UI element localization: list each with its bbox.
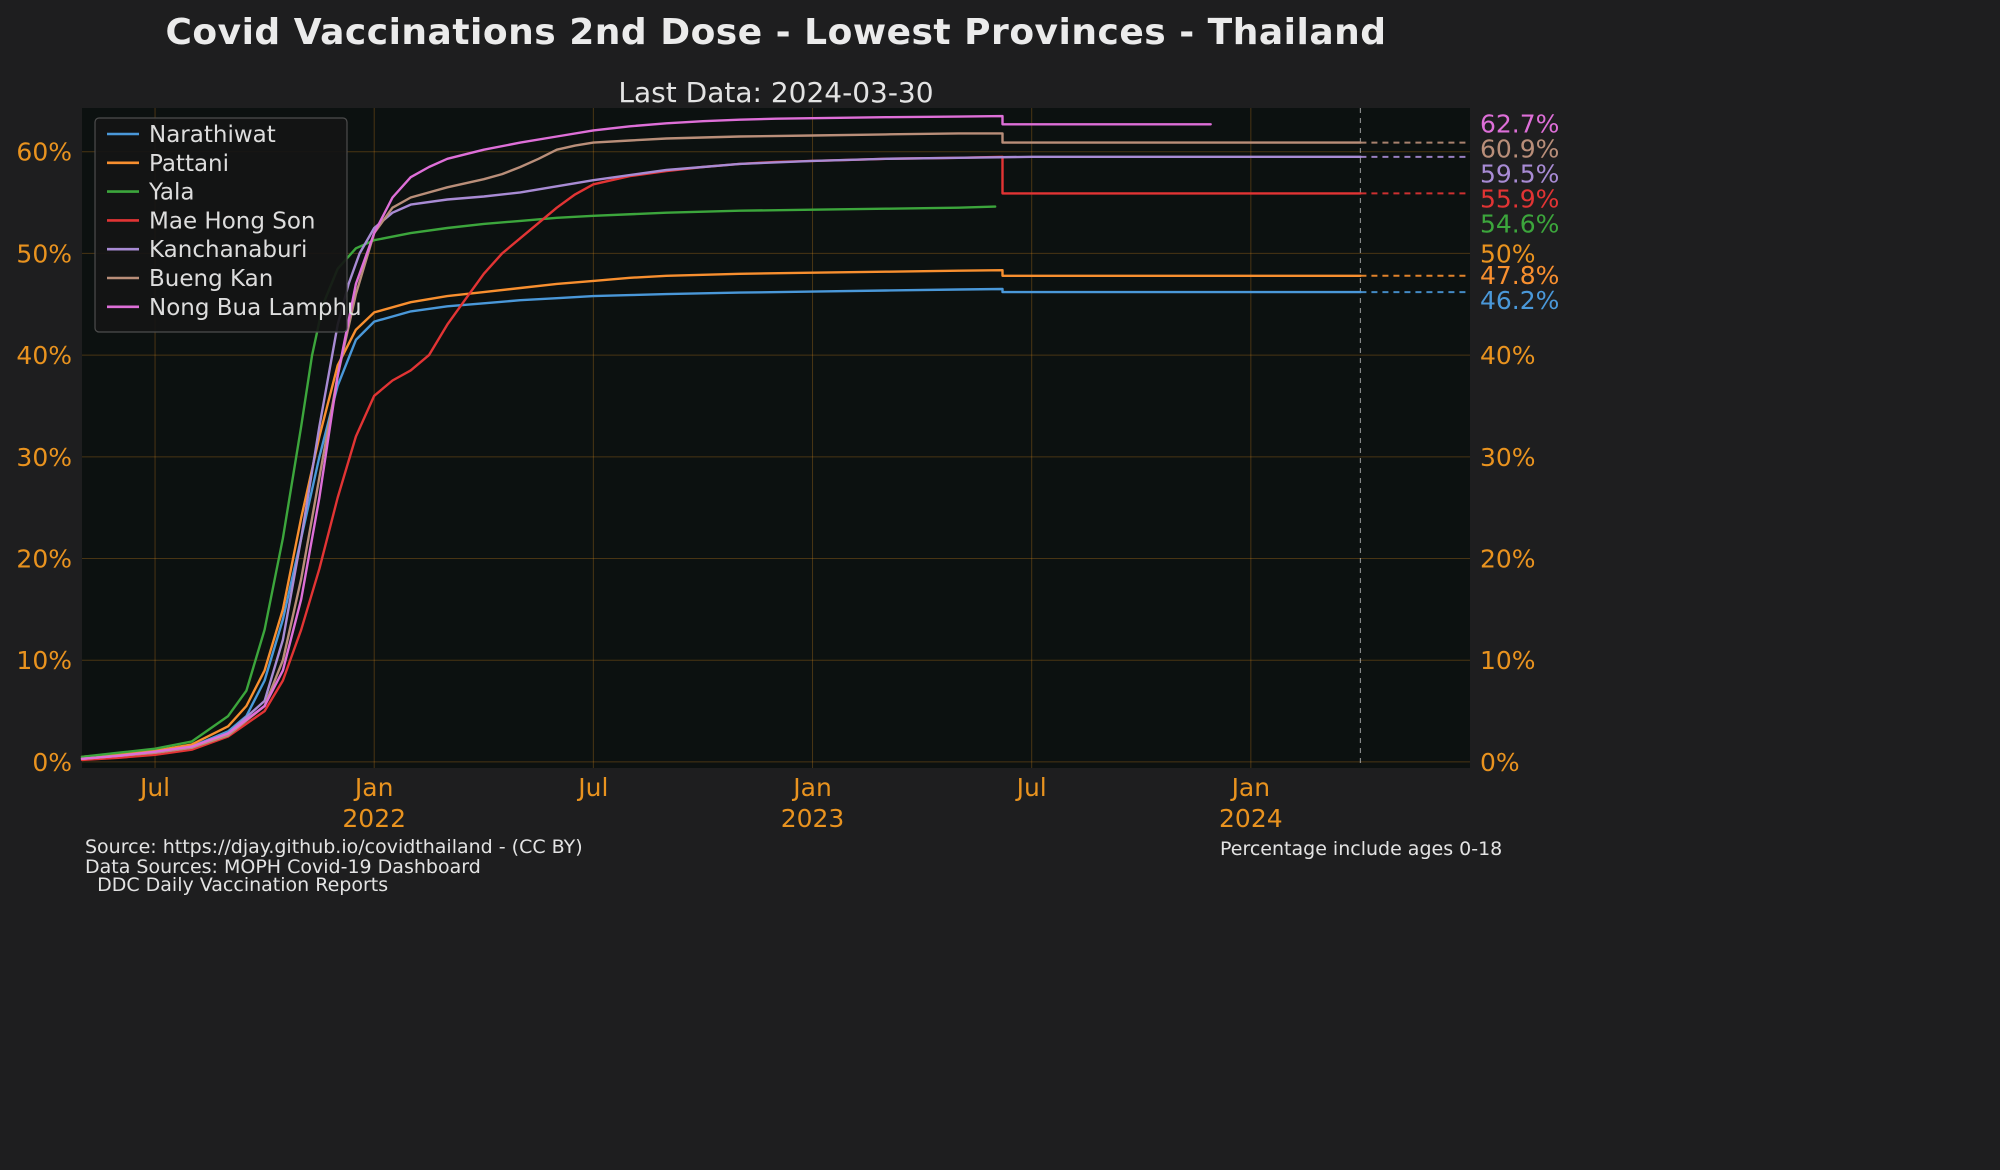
x-tick-label: Jul <box>1015 773 1047 802</box>
ages-note: Percentage include ages 0-18 <box>1220 838 1503 860</box>
series-line-nong-bua-lamphu <box>80 114 1212 760</box>
x-tick-year-label: 2024 <box>1219 804 1283 833</box>
chart-title: Covid Vaccinations 2nd Dose - Lowest Pro… <box>165 12 1387 53</box>
x-tick-year-label: 2022 <box>342 804 406 833</box>
y-tick-label-left: 0% <box>32 748 72 777</box>
y-tick-label-left: 10% <box>16 646 72 675</box>
y-tick-label-right: 20% <box>1480 545 1536 574</box>
legend-label-mae-hong-son: Mae Hong Son <box>149 208 316 234</box>
y-tick-label-right: 50% <box>1480 239 1536 268</box>
final-value-label-mae-hong-son: 55.9% <box>1480 184 1559 213</box>
series-line-kanchanaburi <box>80 155 1362 760</box>
final-value-label-nong-bua-lamphu: 62.7% <box>1480 109 1559 138</box>
final-value-label-kanchanaburi: 59.5% <box>1480 159 1559 188</box>
x-tick-label: Jan <box>791 773 832 802</box>
legend-label-yala: Yala <box>148 180 194 206</box>
y-tick-label-right: 10% <box>1480 646 1536 675</box>
x-tick-label: Jul <box>576 773 608 802</box>
x-tick-label: Jul <box>138 773 170 802</box>
x-tick-year-label: 2023 <box>781 804 845 833</box>
legend-label-nong-bua-lamphu: Nong Bua Lamphu <box>149 295 362 321</box>
y-tick-label-left: 60% <box>16 138 72 167</box>
y-tick-label-right: 40% <box>1480 341 1536 370</box>
y-tick-label-right: 0% <box>1480 748 1520 777</box>
final-value-label-yala: 54.6% <box>1480 209 1559 238</box>
y-tick-label-left: 40% <box>16 341 72 370</box>
chart-subtitle: Last Data: 2024-03-30 <box>618 76 934 109</box>
source-line-3: DDC Daily Vaccination Reports <box>85 874 389 896</box>
series-line-pattani <box>80 269 1362 758</box>
final-value-label-bueng-kan: 60.9% <box>1480 134 1559 163</box>
x-tick-label: Jan <box>1230 773 1271 802</box>
y-tick-label-right: 30% <box>1480 443 1536 472</box>
final-value-label-narathiwat: 46.2% <box>1480 286 1559 315</box>
source-line-1: Source: https://djay.github.io/covidthai… <box>85 836 583 858</box>
legend-label-pattani: Pattani <box>149 151 229 177</box>
legend-label-bueng-kan: Bueng Kan <box>149 266 273 292</box>
legend-label-narathiwat: Narathiwat <box>149 122 276 148</box>
y-tick-label-left: 50% <box>16 239 72 268</box>
source-line-2: Data Sources: MOPH Covid-19 Dashboard <box>85 856 481 878</box>
y-tick-label-left: 20% <box>16 545 72 574</box>
legend-label-kanchanaburi: Kanchanaburi <box>149 237 307 263</box>
final-value-label-pattani: 47.8% <box>1480 261 1559 290</box>
x-tick-label: Jan <box>353 773 394 802</box>
legend-box <box>94 117 348 333</box>
y-tick-label-left: 30% <box>16 443 72 472</box>
